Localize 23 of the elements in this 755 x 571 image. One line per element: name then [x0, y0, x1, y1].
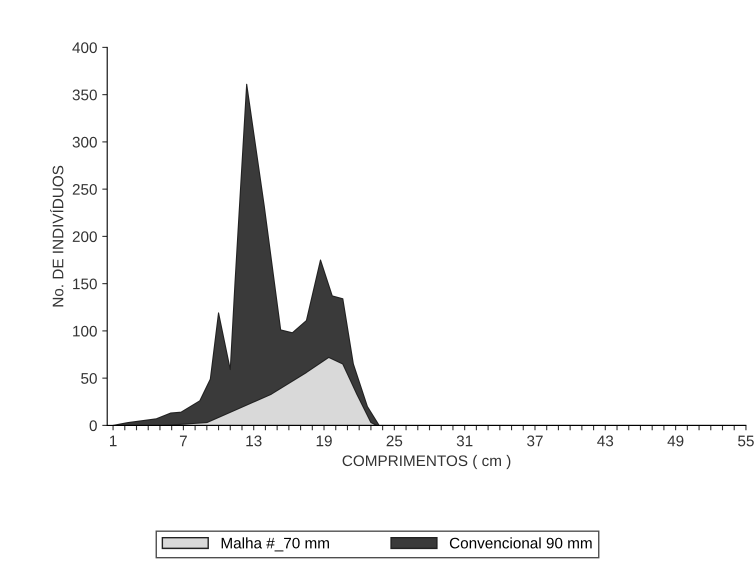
x-tick-label: 49	[667, 436, 684, 446]
x-tick-label: 13	[246, 436, 262, 446]
x-tick-label: 37	[527, 436, 543, 446]
y-tick-label: 350	[72, 90, 97, 100]
y-tick-label: 50	[81, 373, 97, 384]
y-tick-label: 0	[90, 420, 97, 432]
y-tick-label: 300	[72, 136, 97, 148]
y-tick-label: 150	[73, 278, 97, 290]
x-tick-label: 1	[110, 436, 117, 446]
y-tick-label: 400	[72, 42, 97, 54]
y-tick-label: 250	[72, 184, 97, 195]
x-tick-label: 43	[597, 436, 614, 446]
x-tick-label: 25	[386, 436, 402, 446]
x-tick-label: 19	[316, 436, 332, 446]
y-tick-label: 200	[72, 231, 97, 242]
y-tick-label: 100	[73, 326, 97, 337]
x-tick-label: 7	[180, 436, 187, 446]
y-axis-title: No. DE INDIVÍDUOS	[50, 166, 64, 306]
x-tick-label: 55	[738, 436, 754, 446]
x-tick-label: 31	[456, 436, 472, 446]
x-axis-title: COMPRIMENTOS ( cm )	[342, 454, 510, 470]
legend-label: Malha #_70 mm	[222, 537, 329, 552]
legend-label: Convencional 90 mm	[450, 537, 592, 549]
